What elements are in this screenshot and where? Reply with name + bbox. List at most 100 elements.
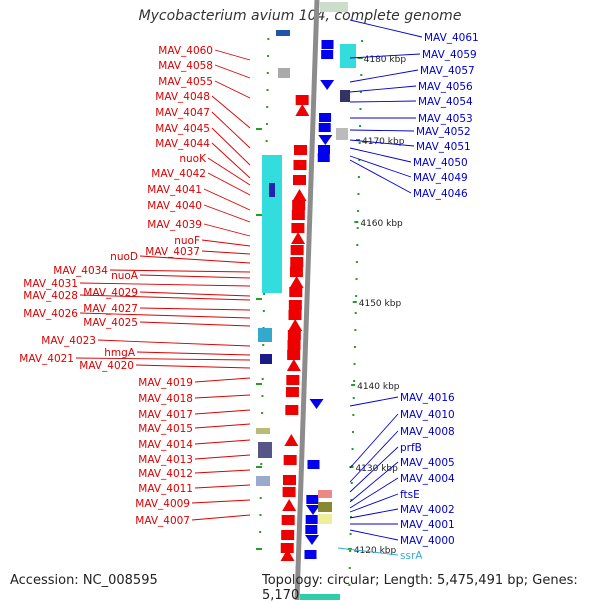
tick-mark xyxy=(351,431,354,433)
leader-line xyxy=(109,269,251,273)
leader-line xyxy=(349,413,399,469)
gene-label: MAV_4017 xyxy=(138,409,193,421)
gene-label: nuoA xyxy=(111,270,139,282)
gene-label: MAV_4010 xyxy=(400,409,455,421)
tick-mark xyxy=(355,261,358,263)
tick-mark xyxy=(351,448,354,450)
tick-mark xyxy=(353,380,356,382)
feature-block-olive xyxy=(318,502,332,512)
scale-tick xyxy=(354,221,359,223)
leader-line xyxy=(349,493,399,513)
gene-label: MAV_4046 xyxy=(413,188,468,200)
leader-line xyxy=(349,508,399,519)
forward-gene-box xyxy=(289,287,303,297)
leader-line xyxy=(201,239,251,247)
leader-line xyxy=(194,439,251,445)
gene-label: MAV_4057 xyxy=(420,65,475,77)
tick-mark xyxy=(349,516,352,518)
gene-label: MAV_4021 xyxy=(19,353,74,365)
tick-mark xyxy=(356,244,359,246)
gene-label: MAV_4047 xyxy=(155,107,210,119)
leader-line xyxy=(139,307,251,311)
scale-label: 4160 kbp xyxy=(360,219,403,229)
gene-label: MAV_4054 xyxy=(418,96,473,108)
gene-label: MAV_4020 xyxy=(79,360,134,372)
forward-gene-box xyxy=(291,210,305,220)
gene-label: MAV_4040 xyxy=(147,200,202,212)
leader-line xyxy=(349,53,421,59)
forward-gene-box xyxy=(287,330,301,340)
gene-label: MAV_4014 xyxy=(138,439,193,451)
gene-label: MAV_4002 xyxy=(400,504,455,516)
scale-tick xyxy=(352,301,357,303)
gene-label: nuoK xyxy=(179,153,207,165)
leader-line xyxy=(214,64,251,79)
leader-line xyxy=(191,499,251,504)
tick-mark xyxy=(354,312,357,314)
feature-block-green xyxy=(300,594,340,600)
forward-gene-arrow xyxy=(291,232,306,244)
gene-label: MAV_4026 xyxy=(23,308,78,320)
scale-label: 4130 kbp xyxy=(355,464,398,474)
gene-label: MAV_4052 xyxy=(416,126,471,138)
reverse-gene-box xyxy=(321,50,334,59)
gene-label: MAV_4050 xyxy=(413,157,468,169)
leader-line xyxy=(203,204,251,223)
tick-mark xyxy=(359,108,362,110)
gene-label: MAV_4056 xyxy=(418,81,473,93)
tick-mark xyxy=(354,329,357,331)
feature-block-slate xyxy=(258,442,272,458)
reverse-gene-box xyxy=(317,153,330,162)
tick-mark xyxy=(349,533,352,535)
gene-label: nuoD xyxy=(110,251,138,263)
gene-label: MAV_4041 xyxy=(147,184,202,196)
tick-mark xyxy=(353,346,356,348)
scale-label: 4120 kbp xyxy=(354,546,397,556)
tick-mark xyxy=(266,106,269,108)
leader-line xyxy=(349,477,399,509)
forward-gene-box xyxy=(285,387,299,397)
leader-line xyxy=(349,529,399,541)
leader-line xyxy=(211,127,251,166)
scale-tick xyxy=(357,57,362,59)
feature-block-teal xyxy=(258,328,272,342)
gene-label: MAV_4058 xyxy=(158,60,213,72)
tick-mark xyxy=(350,499,353,501)
gene-label: MAV_4044 xyxy=(155,138,210,150)
gene-label: MAV_4007 xyxy=(135,515,190,527)
tick-mark xyxy=(256,128,262,130)
tick-mark xyxy=(357,176,360,178)
feature-block-blue xyxy=(276,30,290,36)
tick-mark xyxy=(256,214,262,216)
tick-mark xyxy=(260,463,263,465)
leader-line xyxy=(194,484,251,489)
leader-line xyxy=(139,255,251,264)
leader-line xyxy=(203,223,251,237)
reverse-gene-box xyxy=(321,40,334,49)
tick-mark xyxy=(265,140,268,142)
tick-mark xyxy=(261,395,264,397)
forward-gene-arrow xyxy=(280,549,295,561)
forward-gene-box xyxy=(293,175,306,185)
gene-label: MAV_4009 xyxy=(135,498,190,510)
leader-line xyxy=(211,111,251,149)
forward-gene-box xyxy=(290,257,304,267)
gene-label: MAV_4018 xyxy=(138,393,193,405)
feature-block-yellow xyxy=(318,514,332,524)
leader-line xyxy=(349,129,415,132)
forward-gene-box xyxy=(294,145,307,155)
scale-label: 4170 kbp xyxy=(362,137,405,147)
gene-label: MAV_4051 xyxy=(416,141,471,153)
feature-block-navy xyxy=(269,183,275,197)
gene-label: ftsE xyxy=(400,489,420,501)
tick-mark xyxy=(352,414,355,416)
gene-label: MAV_4055 xyxy=(158,76,213,88)
gene-label: MAV_4059 xyxy=(422,49,477,61)
tick-mark xyxy=(262,344,265,346)
tick-mark xyxy=(256,466,262,468)
leader-line xyxy=(75,357,251,361)
tick-mark xyxy=(359,91,362,93)
leader-line xyxy=(349,446,399,493)
tick-mark xyxy=(359,125,362,127)
leader-line xyxy=(139,274,251,279)
